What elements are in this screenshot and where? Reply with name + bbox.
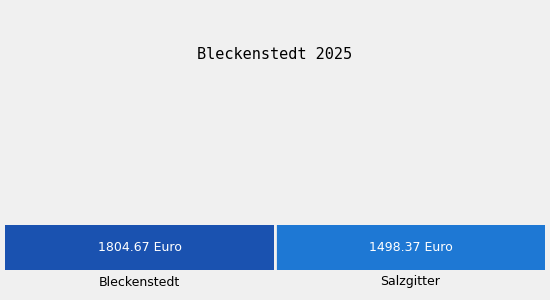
FancyBboxPatch shape (276, 225, 545, 270)
Text: 1498.37 Euro: 1498.37 Euro (368, 241, 452, 254)
Text: Bleckenstedt: Bleckenstedt (99, 275, 180, 289)
Text: 1804.67 Euro: 1804.67 Euro (97, 241, 182, 254)
FancyBboxPatch shape (5, 225, 274, 270)
Text: Salzgitter: Salzgitter (381, 275, 441, 289)
Text: Bleckenstedt 2025: Bleckenstedt 2025 (197, 46, 353, 62)
